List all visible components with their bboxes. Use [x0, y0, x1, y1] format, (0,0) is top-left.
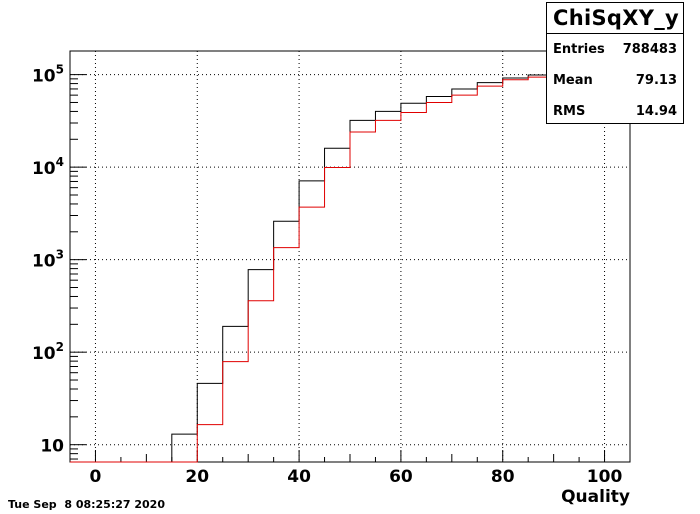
stats-entries-label: Entries	[553, 42, 605, 57]
stats-rms-value: 14.94	[635, 104, 677, 119]
stats-entries-value: 788483	[622, 42, 677, 57]
stats-mean-label: Mean	[553, 73, 593, 88]
x-tick-label: 100	[587, 467, 623, 487]
x-tick-label: 80	[491, 467, 515, 487]
y-tick-label: 102	[32, 340, 64, 364]
histogram-series	[70, 74, 630, 463]
stats-mean-value: 79.13	[635, 73, 677, 88]
stats-rms-label: RMS	[553, 104, 586, 119]
plot-frame	[69, 50, 631, 463]
stats-row-entries: Entries 788483	[547, 34, 683, 65]
x-tick-label: 0	[90, 467, 102, 487]
histogram-title: ChiSqXY_y	[547, 3, 683, 34]
x-tick-labels: 0 20 40 60 80 100	[90, 467, 623, 487]
x-tick-label: 40	[287, 467, 311, 487]
y-tick-label: 10	[40, 437, 64, 457]
y-tick-label: 103	[32, 248, 64, 272]
y-tick-label: 104	[32, 155, 64, 179]
x-tick-label: 20	[185, 467, 209, 487]
timestamp: Tue Sep 8 08:25:27 2020	[8, 498, 165, 511]
x-tick-label: 60	[389, 467, 413, 487]
y-tick-label: 105	[32, 63, 64, 87]
y-tick-labels: 10 102 103 104 105	[32, 63, 64, 457]
axis-ticks	[69, 74, 631, 462]
stats-box: ChiSqXY_y Entries 788483 Mean 79.13 RMS …	[546, 2, 684, 124]
stats-row-rms: RMS 14.94	[547, 96, 683, 127]
x-axis-title: Quality	[561, 487, 630, 507]
histogram-series-red	[70, 76, 630, 463]
stats-row-mean: Mean 79.13	[547, 65, 683, 96]
